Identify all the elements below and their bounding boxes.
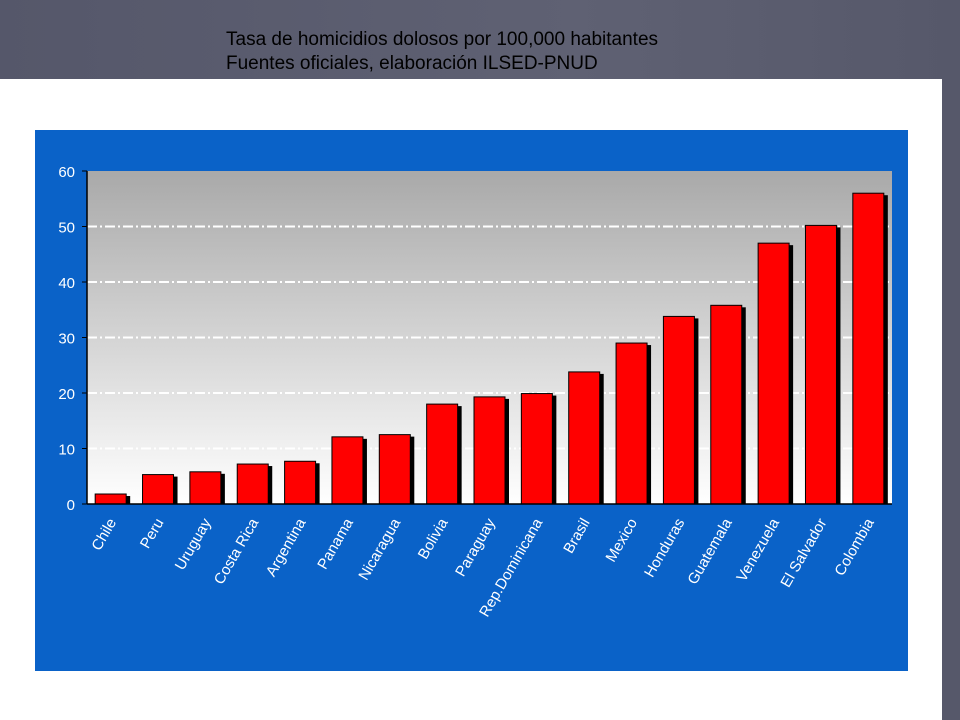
- bar: [852, 192, 885, 505]
- y-tick-label: 10: [58, 442, 75, 459]
- bar: [331, 436, 364, 505]
- y-tick-label: 50: [58, 220, 75, 237]
- slide-title: Tasa de homicidios dolosos por 100,000 h…: [226, 28, 658, 76]
- bar: [804, 224, 837, 505]
- y-tick-label: 40: [58, 275, 75, 292]
- bar: [757, 242, 790, 505]
- y-tick-label: 60: [58, 164, 75, 181]
- y-tick-label: 30: [58, 331, 75, 348]
- slide-title-line-1: Tasa de homicidios dolosos por 100,000 h…: [226, 29, 659, 50]
- bar: [236, 463, 269, 505]
- bar: [378, 434, 411, 505]
- bar: [426, 403, 459, 505]
- bar: [710, 304, 743, 505]
- y-tick-label: 0: [67, 497, 75, 514]
- bar: [284, 460, 317, 505]
- bar: [568, 371, 601, 505]
- bar: [189, 471, 222, 505]
- bar: [142, 474, 175, 505]
- y-tick-label: 20: [58, 386, 75, 403]
- bar: [662, 315, 695, 505]
- slide-title-line-2: Fuentes oficiales, elaboración ILSED-PNU…: [226, 53, 598, 74]
- bar: [94, 493, 127, 505]
- bar: [615, 342, 648, 505]
- bar: [520, 393, 553, 505]
- bar: [473, 396, 506, 505]
